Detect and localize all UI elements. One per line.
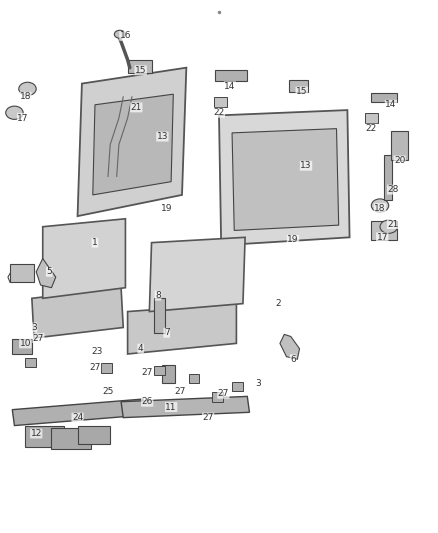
Polygon shape xyxy=(280,334,300,359)
Text: 14: 14 xyxy=(385,100,396,109)
Bar xyxy=(215,70,247,81)
Text: 21: 21 xyxy=(131,103,142,112)
Text: 22: 22 xyxy=(213,108,225,117)
Polygon shape xyxy=(232,128,339,230)
Bar xyxy=(188,374,199,383)
Text: 27: 27 xyxy=(33,334,44,343)
Polygon shape xyxy=(127,304,237,354)
Text: 5: 5 xyxy=(46,268,52,276)
Bar xyxy=(232,382,243,391)
Text: 3: 3 xyxy=(255,378,261,387)
Bar xyxy=(162,365,176,383)
Text: 8: 8 xyxy=(155,291,161,300)
Text: 23: 23 xyxy=(92,347,103,356)
Bar xyxy=(78,425,110,444)
Polygon shape xyxy=(93,94,173,195)
Polygon shape xyxy=(78,68,186,216)
Polygon shape xyxy=(121,397,250,418)
Text: 7: 7 xyxy=(164,328,170,337)
Ellipse shape xyxy=(19,82,36,95)
Text: 4: 4 xyxy=(138,344,144,353)
Text: 19: 19 xyxy=(161,204,173,213)
Text: 13: 13 xyxy=(300,161,312,170)
Bar xyxy=(10,264,34,282)
Bar xyxy=(212,392,223,402)
Text: 18: 18 xyxy=(374,204,386,213)
Text: 11: 11 xyxy=(166,402,177,411)
Text: 26: 26 xyxy=(141,397,153,406)
Bar xyxy=(102,363,113,373)
Ellipse shape xyxy=(380,220,397,233)
Polygon shape xyxy=(36,259,56,288)
Ellipse shape xyxy=(6,106,23,119)
Text: 27: 27 xyxy=(89,363,101,372)
Text: 10: 10 xyxy=(20,339,31,348)
Bar xyxy=(214,97,227,108)
Text: 15: 15 xyxy=(135,66,146,75)
Text: 25: 25 xyxy=(102,386,114,395)
Text: 15: 15 xyxy=(296,87,307,96)
Text: 27: 27 xyxy=(141,368,153,377)
Text: 20: 20 xyxy=(394,156,405,165)
Bar xyxy=(154,366,165,375)
Text: 13: 13 xyxy=(157,132,168,141)
Bar xyxy=(371,221,397,240)
Text: 6: 6 xyxy=(290,355,296,364)
Bar xyxy=(391,131,408,160)
Text: 27: 27 xyxy=(202,413,214,422)
Polygon shape xyxy=(43,219,125,298)
Ellipse shape xyxy=(371,199,389,212)
Text: 3: 3 xyxy=(31,323,37,332)
Text: 24: 24 xyxy=(72,413,83,422)
Bar xyxy=(371,93,397,102)
Text: 14: 14 xyxy=(224,82,236,91)
Ellipse shape xyxy=(114,30,125,38)
Bar xyxy=(51,428,91,449)
Bar xyxy=(365,113,378,123)
Polygon shape xyxy=(149,237,245,312)
Bar xyxy=(12,339,32,354)
Text: 27: 27 xyxy=(174,386,186,395)
Text: 28: 28 xyxy=(387,185,399,194)
Text: 22: 22 xyxy=(366,124,377,133)
Text: 21: 21 xyxy=(387,220,399,229)
Bar xyxy=(289,80,308,92)
Text: 19: 19 xyxy=(287,236,299,245)
Polygon shape xyxy=(32,288,123,338)
Text: 16: 16 xyxy=(120,31,131,41)
Bar xyxy=(385,155,392,200)
Bar xyxy=(25,358,36,367)
Text: 18: 18 xyxy=(20,92,31,101)
Polygon shape xyxy=(12,399,145,425)
Bar xyxy=(25,425,64,447)
Polygon shape xyxy=(219,110,350,245)
Text: 2: 2 xyxy=(275,299,281,308)
Text: 17: 17 xyxy=(376,233,388,242)
Text: 1: 1 xyxy=(92,238,98,247)
Bar xyxy=(127,60,152,73)
Text: 17: 17 xyxy=(18,114,29,123)
Text: 12: 12 xyxy=(31,429,42,438)
Text: 27: 27 xyxy=(218,389,229,398)
Bar xyxy=(154,298,165,333)
